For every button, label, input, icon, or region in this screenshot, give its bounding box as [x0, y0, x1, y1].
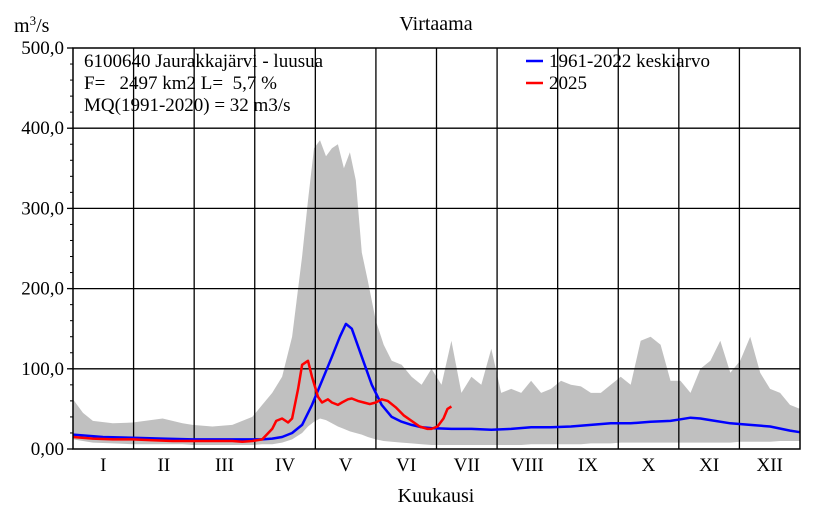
mq-info: MQ(1991-2020) = 32 m3/s [84, 95, 291, 116]
y-tick-label: 500,0 [21, 38, 64, 59]
month-label: VI [396, 455, 416, 476]
month-label: IX [578, 455, 598, 476]
plot-frame [72, 47, 801, 450]
month-label: III [215, 455, 234, 476]
y-tick-label: 100,0 [21, 359, 64, 380]
grid [73, 48, 800, 449]
y-unit-base: m [14, 15, 30, 37]
legend-label-2025: 2025 [549, 73, 587, 94]
area-info: F= 2497 km2 L= 5,7 % [84, 73, 277, 94]
month-label: V [339, 455, 353, 476]
month-label: II [158, 455, 171, 476]
month-label: XII [757, 455, 783, 476]
y-tick-label: 300,0 [21, 198, 64, 219]
legend: 1961-2022 keskiarvo 2025 [526, 51, 710, 94]
month-label: X [642, 455, 656, 476]
month-label: XI [699, 455, 719, 476]
info-box: 6100640 Jaurakkajärvi - luusua F= 2497 k… [84, 51, 324, 116]
month-label: I [100, 455, 106, 476]
chart-title: Virtaama [399, 13, 472, 35]
y-tick-label: 0,00 [31, 439, 64, 460]
month-label: VII [454, 455, 480, 476]
month-label: IV [275, 455, 295, 476]
series-line-2025 [72, 359, 453, 444]
y-unit-sup: 3 [30, 13, 37, 28]
station-name: 6100640 Jaurakkajärvi - luusua [84, 51, 324, 72]
y-unit-suffix: /s [36, 15, 50, 37]
series-lines [72, 322, 801, 444]
series-line-mean [72, 322, 801, 441]
y-axis-unit-label: m3/s [14, 13, 50, 37]
y-tick-label: 200,0 [21, 279, 64, 300]
x-axis-label: Kuukausi [398, 485, 475, 507]
y-ticks: 0,00 100,0 200,0 300,0 400,0 500,0 [21, 38, 73, 460]
month-label: VIII [511, 455, 544, 476]
legend-label-mean: 1961-2022 keskiarvo [549, 51, 710, 72]
month-labels: I II III IV V VI VII VIII IX X XI XII [100, 455, 783, 476]
y-tick-label: 400,0 [21, 118, 64, 139]
